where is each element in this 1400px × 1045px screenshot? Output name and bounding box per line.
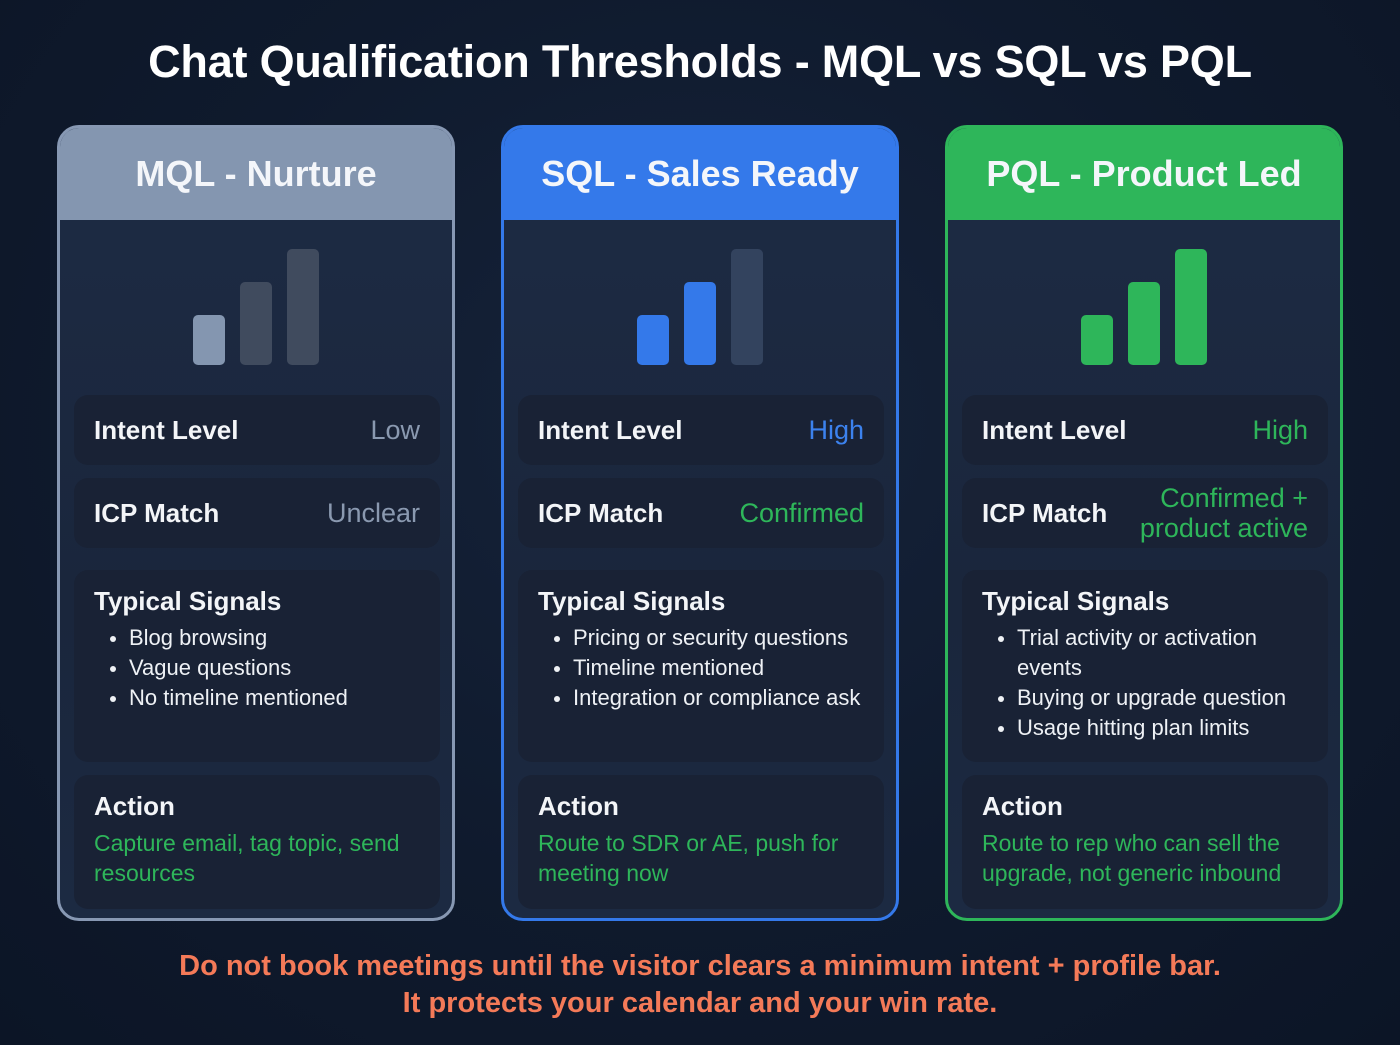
action-title: Action [982,791,1063,821]
bar-1 [193,315,225,365]
intent-level-row: Intent Level High [962,395,1328,465]
intent-level-row: Intent Level High [518,395,884,465]
card-header: SQL - Sales Ready [504,128,896,220]
intent-level-value: High [1252,415,1308,445]
signal-item: Trial activity or activation events [996,623,1308,683]
action-text: Route to rep who can sell the upgrade, n… [982,830,1282,886]
intent-level-row: Intent Level Low [74,395,440,465]
signal-item: Blog browsing [108,623,420,653]
mql-card: MQL - Nurture Intent Level Low ICP Match… [57,125,455,921]
signals-list: Trial activity or activation events Buyi… [982,623,1308,743]
bar-2 [1128,282,1160,365]
signal-strength-icon [504,220,896,395]
action-section: Action Route to rep who can sell the upg… [962,775,1328,909]
icp-match-value: Unclear [326,498,420,528]
action-title: Action [538,791,619,821]
footer-line-2: It protects your calendar and your win r… [402,987,998,1019]
signal-item: Buying or upgrade question [996,683,1308,713]
signals-list: Pricing or security questions Timeline m… [538,623,864,713]
icp-match-label: ICP Match [982,497,1108,528]
action-section: Action Route to SDR or AE, push for meet… [518,775,884,909]
bar-3 [1175,249,1207,365]
icp-match-value: Confirmed + product active [1139,483,1308,543]
signal-item: Vague questions [108,653,420,683]
intent-level-label: Intent Level [982,414,1127,445]
intent-level-value: Low [370,415,420,445]
typical-signals-section: Typical Signals Pricing or security ques… [518,570,884,762]
bar-1 [637,315,669,365]
icp-match-row: ICP Match Confirmed [518,478,884,548]
icp-match-row: ICP Match Confirmed + product active [962,478,1328,548]
footer-line-1: Do not book meetings until the visitor c… [179,950,1221,982]
footer-note: Do not book meetings until the visitor c… [0,948,1400,1022]
signal-item: No timeline mentioned [108,683,420,713]
card-header: MQL - Nurture [60,128,452,220]
sql-card: SQL - Sales Ready Intent Level High ICP … [501,125,899,921]
icp-match-value: Confirmed [739,498,864,528]
typical-signals-title: Typical Signals [982,586,1170,616]
signal-item: Timeline mentioned [552,653,864,683]
icp-match-row: ICP Match Unclear [74,478,440,548]
icp-match-label: ICP Match [538,497,664,528]
bar-2 [240,282,272,365]
bar-3 [731,249,763,365]
intent-level-label: Intent Level [538,414,683,445]
action-text: Capture email, tag topic, send resources [94,830,400,886]
signal-strength-icon [948,220,1340,395]
typical-signals-section: Typical Signals Blog browsing Vague ques… [74,570,440,762]
signals-list: Blog browsing Vague questions No timelin… [94,623,420,713]
signal-item: Usage hitting plan limits [996,713,1308,743]
bar-1 [1081,315,1113,365]
intent-level-label: Intent Level [94,414,239,445]
signal-item: Integration or compliance ask [552,683,864,713]
page-title: Chat Qualification Thresholds - MQL vs S… [148,36,1252,87]
intent-level-value: High [808,415,864,445]
pql-card: PQL - Product Led Intent Level High ICP … [945,125,1343,921]
action-text: Route to SDR or AE, push for meeting now [538,830,839,886]
typical-signals-title: Typical Signals [94,586,282,616]
signal-strength-icon [60,220,452,395]
typical-signals-section: Typical Signals Trial activity or activa… [962,570,1328,762]
typical-signals-title: Typical Signals [538,586,726,616]
action-section: Action Capture email, tag topic, send re… [74,775,440,909]
icp-match-label: ICP Match [94,497,220,528]
signal-item: Pricing or security questions [552,623,864,653]
card-header: PQL - Product Led [948,128,1340,220]
bar-2 [684,282,716,365]
bar-3 [287,249,319,365]
action-title: Action [94,791,175,821]
